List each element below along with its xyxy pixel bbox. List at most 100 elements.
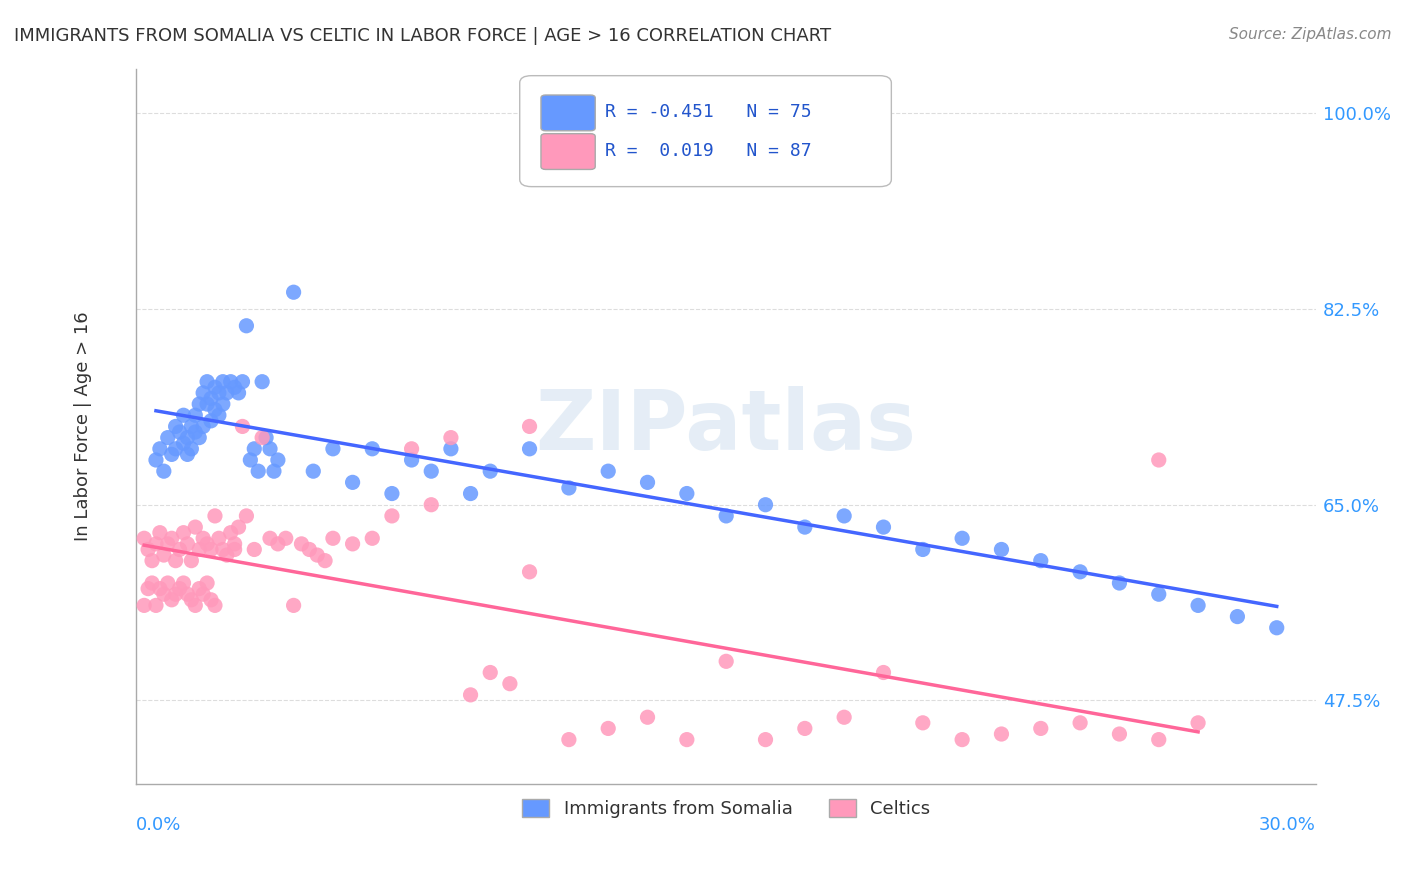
Point bbox=[872, 520, 894, 534]
Point bbox=[176, 431, 198, 445]
Point bbox=[215, 385, 238, 400]
Point bbox=[1029, 554, 1052, 568]
Point bbox=[149, 525, 172, 540]
Point bbox=[169, 542, 191, 557]
Point bbox=[676, 732, 699, 747]
Point bbox=[160, 592, 183, 607]
Point bbox=[141, 554, 163, 568]
Point bbox=[173, 576, 195, 591]
Point bbox=[224, 542, 246, 557]
Point bbox=[134, 599, 156, 613]
FancyBboxPatch shape bbox=[520, 76, 891, 186]
Point bbox=[1187, 599, 1209, 613]
Point bbox=[1265, 621, 1288, 635]
Point bbox=[208, 385, 231, 400]
Point bbox=[160, 447, 183, 461]
Point bbox=[165, 419, 187, 434]
Point bbox=[499, 676, 522, 690]
Point bbox=[283, 599, 305, 613]
Point bbox=[420, 464, 443, 478]
Point bbox=[314, 554, 336, 568]
Text: Source: ZipAtlas.com: Source: ZipAtlas.com bbox=[1229, 27, 1392, 42]
Point bbox=[208, 531, 231, 545]
Point bbox=[990, 727, 1012, 741]
Point bbox=[361, 442, 384, 456]
Point bbox=[239, 453, 262, 467]
Point bbox=[290, 537, 312, 551]
Point bbox=[267, 453, 290, 467]
Point bbox=[259, 531, 281, 545]
Point bbox=[361, 531, 384, 545]
Point bbox=[243, 542, 266, 557]
Point bbox=[195, 375, 218, 389]
Point bbox=[188, 542, 211, 557]
Point bbox=[247, 464, 270, 478]
Point bbox=[211, 397, 233, 411]
Point bbox=[149, 582, 172, 596]
Point bbox=[224, 537, 246, 551]
Point bbox=[195, 397, 218, 411]
Point bbox=[215, 548, 238, 562]
Point bbox=[479, 665, 502, 680]
Point bbox=[1029, 722, 1052, 736]
Point bbox=[188, 397, 211, 411]
Point bbox=[134, 531, 156, 545]
Text: ZIPatlas: ZIPatlas bbox=[536, 386, 917, 467]
Point bbox=[1226, 609, 1249, 624]
Point bbox=[160, 531, 183, 545]
Point bbox=[145, 599, 167, 613]
Point bbox=[204, 402, 226, 417]
Text: 30.0%: 30.0% bbox=[1260, 815, 1316, 834]
Point bbox=[259, 442, 281, 456]
Point bbox=[173, 409, 195, 423]
Point bbox=[156, 537, 179, 551]
Text: R =  0.019   N = 87: R = 0.019 N = 87 bbox=[605, 142, 811, 160]
Point bbox=[1108, 727, 1130, 741]
Point bbox=[145, 453, 167, 467]
Point bbox=[228, 520, 250, 534]
Point bbox=[173, 436, 195, 450]
Point bbox=[180, 419, 202, 434]
Point bbox=[211, 542, 233, 557]
Point bbox=[911, 542, 934, 557]
Point bbox=[250, 375, 273, 389]
Point bbox=[381, 508, 404, 523]
Point bbox=[184, 425, 207, 439]
Point bbox=[204, 508, 226, 523]
Point bbox=[191, 587, 214, 601]
Point bbox=[950, 531, 973, 545]
Point bbox=[274, 531, 297, 545]
Point bbox=[136, 582, 159, 596]
Point bbox=[204, 380, 226, 394]
Point bbox=[191, 419, 214, 434]
Point bbox=[219, 525, 242, 540]
Point bbox=[990, 542, 1012, 557]
Point bbox=[224, 380, 246, 394]
Point bbox=[149, 442, 172, 456]
Point bbox=[832, 710, 855, 724]
Legend: Immigrants from Somalia, Celtics: Immigrants from Somalia, Celtics bbox=[515, 791, 938, 825]
FancyBboxPatch shape bbox=[541, 95, 595, 131]
Point bbox=[558, 481, 581, 495]
Point bbox=[250, 431, 273, 445]
Point bbox=[558, 732, 581, 747]
Text: In Labor Force | Age > 16: In Labor Force | Age > 16 bbox=[75, 311, 93, 541]
Point bbox=[950, 732, 973, 747]
Point bbox=[211, 375, 233, 389]
Point bbox=[204, 599, 226, 613]
Point bbox=[460, 486, 482, 500]
Point bbox=[180, 592, 202, 607]
Point bbox=[180, 554, 202, 568]
Point bbox=[176, 537, 198, 551]
Point bbox=[1069, 715, 1091, 730]
Point bbox=[173, 525, 195, 540]
Point bbox=[169, 582, 191, 596]
Point bbox=[872, 665, 894, 680]
Point bbox=[1108, 576, 1130, 591]
Text: IMMIGRANTS FROM SOMALIA VS CELTIC IN LABOR FORCE | AGE > 16 CORRELATION CHART: IMMIGRANTS FROM SOMALIA VS CELTIC IN LAB… bbox=[14, 27, 831, 45]
Point bbox=[911, 715, 934, 730]
Point bbox=[191, 385, 214, 400]
Point bbox=[200, 414, 222, 428]
Point bbox=[184, 599, 207, 613]
Point bbox=[302, 464, 325, 478]
